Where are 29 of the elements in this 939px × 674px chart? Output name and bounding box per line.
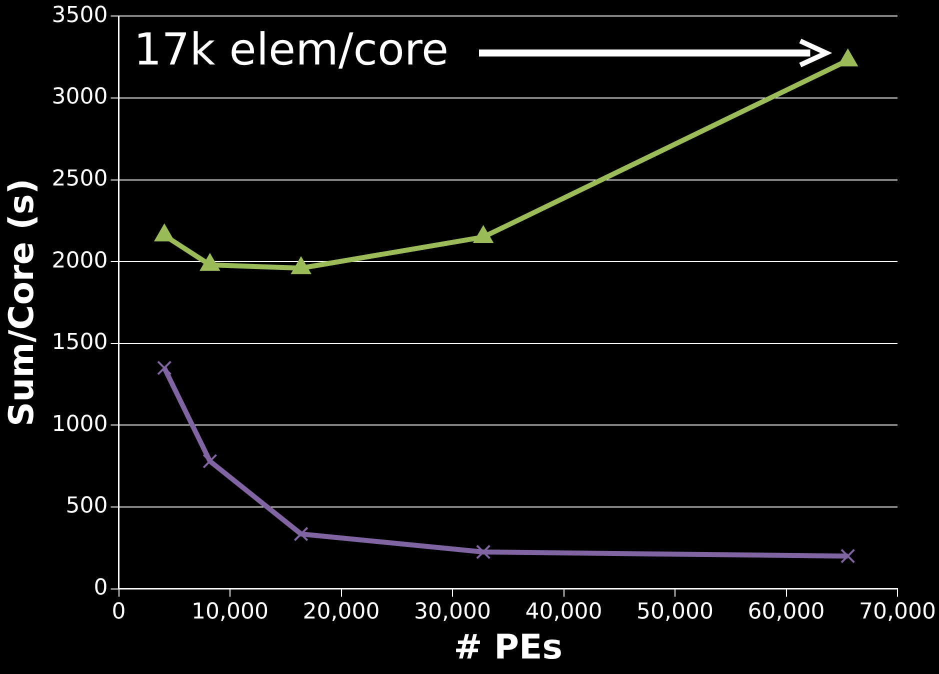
- point: [294, 526, 308, 542]
- y-tick-label: 3500: [52, 2, 108, 28]
- x-axis-title: # PEs: [454, 627, 563, 668]
- point: [474, 226, 493, 244]
- x-tick-label: 50,000: [636, 600, 714, 625]
- y-axis-title: Sum/Core (s): [2, 178, 42, 426]
- x-tick-label: 70,000: [859, 600, 936, 625]
- point: [156, 360, 172, 376]
- point: [838, 49, 858, 66]
- x-tick-label: 30,000: [414, 600, 492, 625]
- y-tick-label: 0: [94, 576, 108, 601]
- x-tick-label: 60,000: [748, 600, 825, 625]
- point: [200, 254, 220, 271]
- point: [154, 224, 174, 242]
- y-tick-label: 2000: [52, 248, 108, 274]
- y-tick-label: 1500: [52, 330, 108, 356]
- annotation: 17k elem/core: [134, 24, 449, 76]
- y-tick-label: 3000: [52, 84, 108, 110]
- point: [840, 548, 856, 564]
- point: [202, 454, 218, 469]
- x-tick-label: 20,000: [302, 600, 380, 625]
- y-tick-label: 500: [66, 494, 108, 519]
- x-tick-label: 0: [112, 600, 126, 625]
- point: [291, 257, 311, 274]
- x-tick-label: 10,000: [192, 600, 269, 625]
- y-tick-label: 2500: [52, 166, 108, 192]
- y-tick-label: 1000: [52, 412, 108, 437]
- x-tick-label: 40,000: [525, 600, 602, 625]
- point: [476, 544, 491, 560]
